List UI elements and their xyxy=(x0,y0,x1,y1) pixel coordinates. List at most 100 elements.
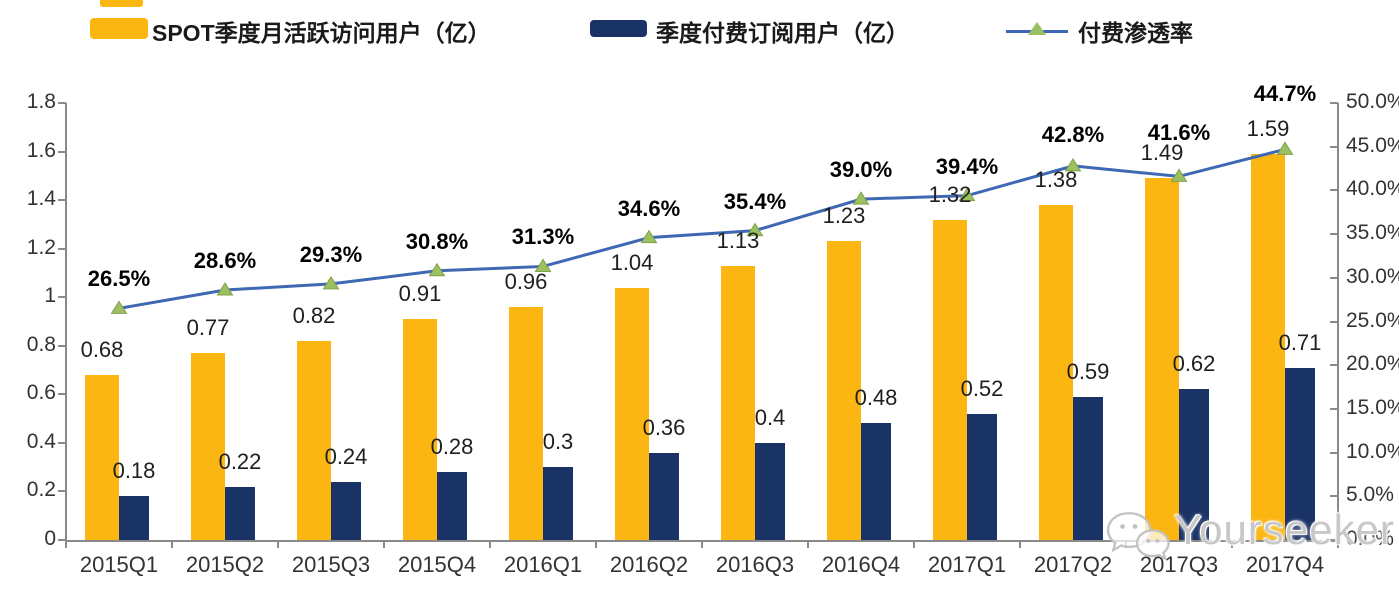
triangle-marker-icon xyxy=(640,229,658,244)
x-category-label: 2016Q3 xyxy=(715,552,795,577)
bar-label-subs: 0.22 xyxy=(218,448,262,474)
left-axis-tick-label: 0 xyxy=(44,527,56,550)
line-point-label: 31.3% xyxy=(511,224,575,250)
bar-label-subs: 0.52 xyxy=(960,375,1004,401)
line-point-label: 42.8% xyxy=(1041,121,1105,147)
left-axis-tick-label: 1.6 xyxy=(26,138,56,162)
watermark-text: Yourseeker xyxy=(1174,506,1395,553)
x-category-label: 2016Q2 xyxy=(609,552,689,577)
left-axis-tick-label: 0.6 xyxy=(26,381,56,405)
left-axis-tick xyxy=(58,102,66,104)
bar-label-mau: 0.91 xyxy=(398,281,442,307)
x-axis-tick xyxy=(383,540,385,548)
bar-label-subs: 0.3 xyxy=(542,429,574,455)
left-axis-tick-label: 1.8 xyxy=(26,90,56,113)
x-axis-tick xyxy=(1337,540,1339,548)
triangle-marker-icon xyxy=(1276,141,1294,155)
bar-label-mau: 0.77 xyxy=(186,315,230,341)
bar-label-mau: 1.13 xyxy=(716,227,760,253)
bar-label-subs: 0.28 xyxy=(430,434,474,460)
right-axis-tick-label: 25.0% xyxy=(1346,308,1399,332)
bar-label-subs: 0.24 xyxy=(324,443,368,469)
left-axis-tick xyxy=(58,199,66,202)
left-axis-line xyxy=(65,103,67,542)
triangle-marker-icon xyxy=(110,300,128,314)
left-axis-tick xyxy=(58,490,66,493)
line-point-label: 26.5% xyxy=(87,266,151,292)
right-axis-tick-label: 30.0% xyxy=(1346,264,1399,288)
bar-subs xyxy=(649,452,679,540)
bar-subs xyxy=(119,496,149,540)
legend-triangle-marker-icon xyxy=(1028,22,1046,35)
left-axis-tick xyxy=(58,296,66,299)
bar-label-subs: 0.36 xyxy=(642,414,686,440)
x-category-label: 2015Q4 xyxy=(397,552,477,577)
left-axis-tick xyxy=(58,441,66,444)
line-point-label: 39.0% xyxy=(829,157,893,183)
line-point-label: 30.8% xyxy=(405,228,469,254)
x-category-label: 2015Q1 xyxy=(79,552,159,577)
watermark: Yourseeker xyxy=(1100,500,1399,570)
x-category-label: 2017Q2 xyxy=(1033,552,1113,577)
right-axis-tick-label: 10.0% xyxy=(1346,439,1399,463)
line-point-label: 35.4% xyxy=(723,188,787,214)
legend-label-subs: 季度付费订阅用户（亿） xyxy=(656,20,909,46)
right-axis-tick xyxy=(1330,451,1338,454)
bar-subs xyxy=(225,486,255,540)
bar-subs xyxy=(755,442,785,540)
x-axis-tick xyxy=(489,540,491,548)
left-axis-tick xyxy=(58,539,66,541)
right-axis-tick-label: 40.0% xyxy=(1346,177,1399,201)
right-axis-tick xyxy=(1330,145,1338,148)
top-edge-yellow-strip xyxy=(100,0,143,7)
x-axis-tick xyxy=(595,540,597,548)
left-axis-tick-label: 0.4 xyxy=(26,429,56,453)
triangle-marker-icon xyxy=(852,191,870,205)
bar-mau xyxy=(509,306,543,540)
legend-label-mau: SPOT季度月活跃访问用户（亿） xyxy=(152,20,491,46)
bar-label-mau: 0.82 xyxy=(292,302,336,328)
bar-mau xyxy=(403,319,437,540)
bar-label-mau: 0.68 xyxy=(80,336,124,362)
x-axis-tick xyxy=(277,540,279,548)
right-axis-tick xyxy=(1330,102,1338,104)
x-axis-tick xyxy=(171,540,173,548)
x-axis-tick xyxy=(1019,540,1021,548)
bar-label-mau: 1.32 xyxy=(928,181,972,207)
left-axis-tick xyxy=(58,344,66,347)
right-axis-tick xyxy=(1330,189,1338,192)
line-point-label: 28.6% xyxy=(193,248,257,274)
x-axis-tick xyxy=(1231,540,1233,548)
bar-subs xyxy=(1179,389,1209,540)
bar-mau xyxy=(721,265,755,540)
bar-subs xyxy=(861,423,891,540)
bar-label-mau: 0.96 xyxy=(504,268,548,294)
bar-label-mau: 1.59 xyxy=(1246,115,1290,141)
wechat-icon xyxy=(1106,512,1170,562)
right-axis-tick xyxy=(1330,233,1338,236)
bar-mau xyxy=(297,340,331,540)
left-axis-tick-label: 1 xyxy=(44,284,56,308)
left-axis-tick-label: 0.2 xyxy=(26,478,56,502)
bar-subs xyxy=(331,481,361,540)
line-point-label: 34.6% xyxy=(617,195,681,221)
legend-label-penetration: 付费渗透率 xyxy=(1078,20,1193,46)
right-axis-tick xyxy=(1330,539,1338,541)
bar-label-subs: 0.48 xyxy=(854,385,898,411)
bar-subs xyxy=(1285,367,1315,540)
x-category-label: 2015Q2 xyxy=(185,552,265,577)
right-axis-tick xyxy=(1330,364,1338,367)
x-category-label: 2015Q3 xyxy=(291,552,371,577)
legend-swatch-mau xyxy=(90,18,148,39)
x-axis-tick xyxy=(701,540,703,548)
left-axis-tick xyxy=(58,393,66,396)
x-category-label: 2016Q1 xyxy=(503,552,583,577)
right-axis-tick-label: 0.0% xyxy=(1346,527,1394,550)
right-axis-tick-label: 45.0% xyxy=(1346,133,1399,157)
bar-label-mau: 1.38 xyxy=(1034,166,1078,192)
bar-label-subs: 0.71 xyxy=(1278,329,1322,355)
right-axis-tick xyxy=(1330,407,1338,410)
left-axis-tick-label: 1.2 xyxy=(26,235,56,259)
right-axis-tick-label: 35.0% xyxy=(1346,221,1399,245)
left-axis-tick-label: 1.4 xyxy=(26,187,56,211)
